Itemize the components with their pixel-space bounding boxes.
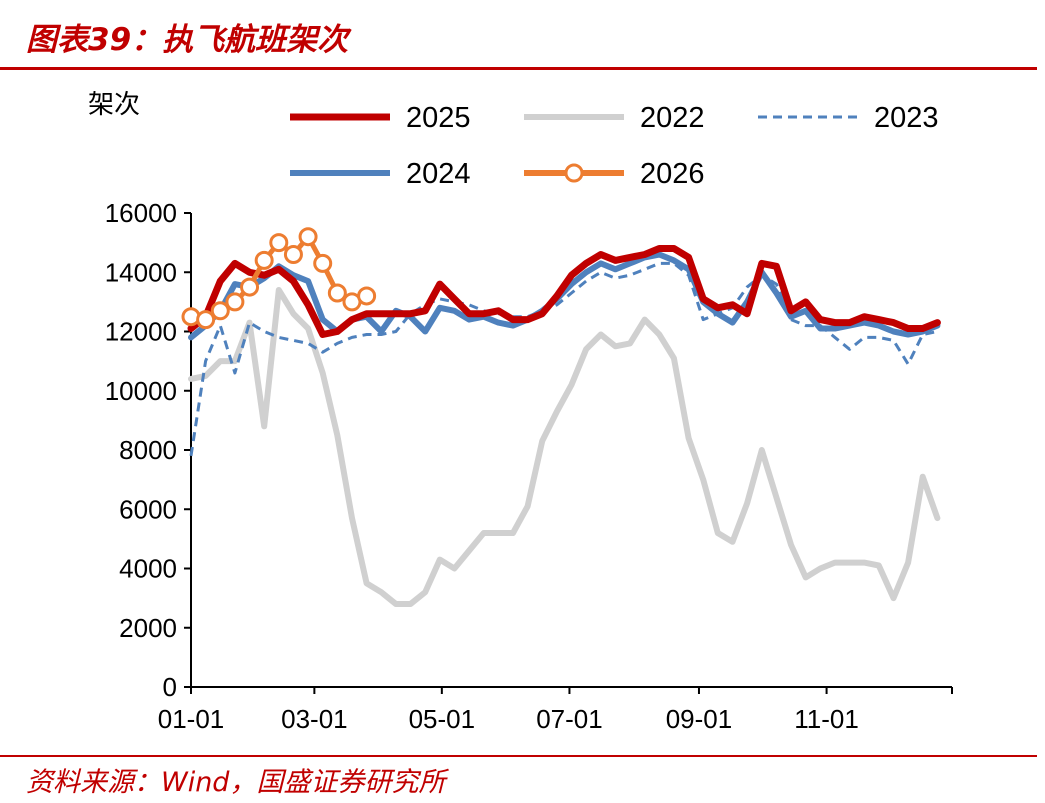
data-point-2026 [357, 286, 377, 306]
legend-marker-2026 [564, 163, 584, 183]
y-tick-label: 4000 [119, 554, 177, 584]
legend-label-2022: 2022 [640, 102, 705, 134]
y-tick-label: 12000 [105, 317, 177, 347]
y-tick-label: 14000 [105, 257, 177, 287]
top-rule [0, 67, 1037, 70]
data-point-2026 [225, 292, 245, 312]
legend-label-2024: 2024 [406, 158, 471, 190]
legend: 2025 2022 2023 2024 2026 [290, 102, 939, 190]
series-group [181, 227, 941, 607]
y-tick-label: 10000 [105, 376, 177, 406]
legend-label-2023: 2023 [874, 102, 939, 134]
y-tick-label: 6000 [119, 494, 177, 524]
data-point-2026 [327, 283, 347, 303]
x-tick-label: 03-01 [281, 704, 348, 734]
y-axis-label: 架次 [88, 89, 140, 119]
series-line-2025 [187, 245, 941, 338]
legend-label-2025: 2025 [406, 102, 471, 134]
y-tick-label: 8000 [119, 435, 177, 465]
figure-title: 图表39：执飞航班架次 [26, 22, 349, 58]
data-point-2026 [313, 253, 333, 273]
y-tick-label: 2000 [119, 613, 177, 643]
x-tick-label: 09-01 [666, 704, 733, 734]
x-tick-label: 11-01 [794, 704, 859, 734]
x-tick-label: 01-01 [158, 704, 225, 734]
bottom-rule [0, 755, 1037, 757]
data-point-2026 [283, 244, 303, 264]
data-point-2026 [269, 233, 289, 253]
y-tick-label: 0 [163, 672, 177, 702]
data-point-2026 [210, 301, 230, 321]
data-point-2026 [298, 227, 318, 247]
series-line-2023 [189, 261, 938, 457]
x-axis: 01-01 03-01 05-01 07-01 09-01 11-01 [158, 686, 953, 734]
x-tick-label: 05-01 [409, 704, 476, 734]
y-tick-label: 16000 [105, 198, 177, 228]
data-point-2026 [240, 277, 260, 297]
y-axis: 0 2000 4000 6000 8000 10000 12000 14000 16000 [105, 198, 192, 702]
series-line-2022 [188, 287, 941, 607]
data-point-2026 [196, 310, 216, 330]
source-note: 资料来源：Wind，国盛证券研究所 [26, 767, 446, 798]
x-tick-label: 07-01 [536, 704, 603, 734]
legend-label-2026: 2026 [640, 158, 705, 190]
data-point-2026 [254, 250, 274, 270]
